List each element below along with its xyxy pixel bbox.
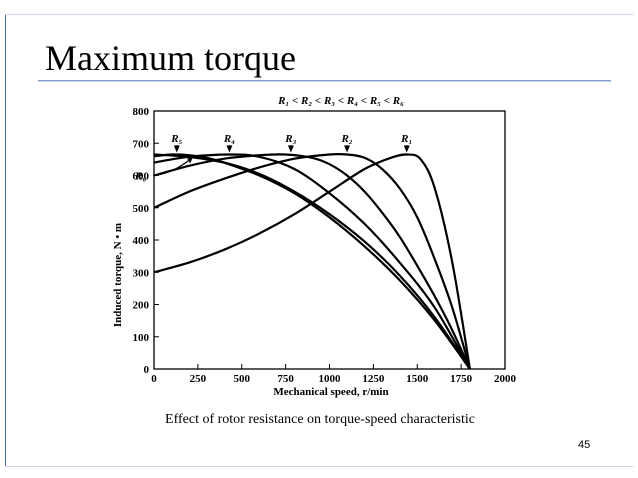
annotation-arrowhead — [403, 145, 410, 153]
curve-r1 — [153, 153, 471, 370]
annotation-label: R₂ — [340, 133, 352, 145]
annotation-arrowhead — [173, 145, 180, 153]
y-tick-label: 600 — [133, 171, 150, 183]
curve-r4 — [153, 153, 471, 370]
y-axis-ticks: 0 100 200 300 400 500 600 700 800 — [133, 106, 159, 376]
x-axis-ticks: 0 250 500 750 1000 1250 1500 1750 2000 — [151, 364, 517, 385]
curve-annotations: R₅ R₄ R₃ R₂ R₁ R₆ — [134, 133, 412, 183]
curve-r5 — [153, 153, 471, 370]
annotation-label: R₄ — [223, 133, 235, 145]
annotation-arrow-shaft — [153, 158, 192, 177]
x-axis-label: Mechanical speed, r/min — [273, 386, 388, 398]
x-tick-label: 0 — [151, 373, 157, 385]
slide-top-rule — [5, 14, 633, 15]
curve-r3 — [153, 153, 471, 370]
title-underline-shadow — [38, 81, 611, 82]
x-tick-label: 1750 — [450, 373, 473, 385]
annotation-label: R₁ — [400, 133, 412, 145]
annotation-arrowhead — [344, 145, 351, 153]
x-tick-label: 750 — [277, 373, 294, 385]
x-tick-label: 1250 — [362, 373, 385, 385]
y-tick-label: 0 — [144, 364, 150, 376]
torque-curves — [153, 152, 471, 370]
annotation-arrowhead — [187, 156, 194, 164]
y-tick-label: 500 — [133, 203, 150, 215]
y-tick-label: 700 — [133, 138, 150, 150]
y-tick-label: 800 — [133, 106, 150, 118]
x-tick-label: 2000 — [494, 373, 517, 385]
figure-caption: Effect of rotor resistance on torque-spe… — [165, 412, 475, 427]
annotation-label: R₅ — [170, 133, 182, 145]
slide-title: Maximum torque — [45, 38, 296, 78]
x-tick-label: 1500 — [406, 373, 429, 385]
curve-r6 — [153, 153, 471, 370]
page-number: 45 — [578, 439, 591, 451]
slide-bottom-rule — [5, 466, 633, 467]
slide-left-frame — [5, 14, 6, 466]
annotation-label: R₆ — [134, 171, 146, 183]
y-axis-label: Induced torque, N • m — [112, 223, 124, 327]
y-tick-label: 400 — [133, 235, 150, 247]
torque-speed-chart: R₁ < R₂ < R₃ < R₄ < R₅ < R₆ 0 100 200 300 40… — [108, 93, 520, 399]
x-tick-label: 1000 — [319, 373, 342, 385]
annotation-arrowhead — [226, 145, 233, 153]
chart-svg: R₁ < R₂ < R₃ < R₄ < R₅ < R₆ 0 100 200 300 40… — [112, 95, 517, 398]
x-tick-label: 500 — [234, 373, 251, 385]
chart-title: R₁ < R₂ < R₃ < R₄ < R₅ < R₆ — [277, 95, 404, 107]
title-underline — [38, 80, 611, 81]
annotation-arrowhead — [287, 145, 294, 153]
y-tick-label: 200 — [133, 300, 150, 312]
x-tick-label: 250 — [190, 373, 207, 385]
y-tick-label: 100 — [133, 332, 150, 344]
y-tick-label: 300 — [133, 267, 150, 279]
curve-r2 — [153, 152, 471, 370]
annotation-label: R₃ — [284, 133, 296, 145]
